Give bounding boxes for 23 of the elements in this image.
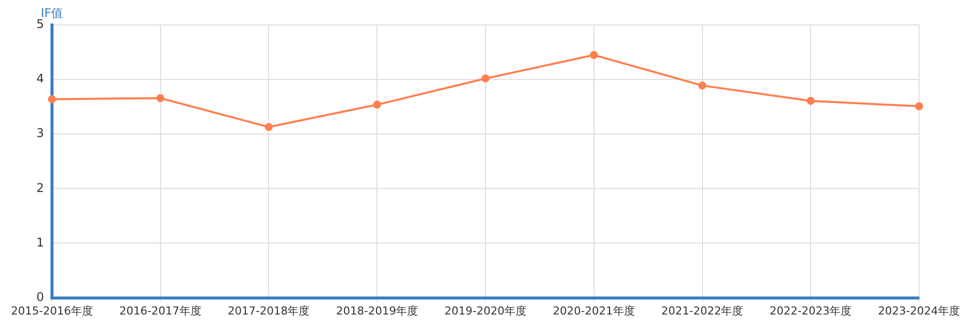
x-tick-label: 2016-2017年度 bbox=[119, 304, 202, 318]
y-tick-label: 3 bbox=[36, 126, 44, 140]
y-tick-label: 0 bbox=[36, 290, 44, 304]
point bbox=[698, 82, 706, 90]
x-tick-label: 2019-2020年度 bbox=[444, 304, 526, 318]
point bbox=[264, 123, 273, 132]
y-tick-label: 1 bbox=[36, 235, 44, 250]
y-tick-label: 4 bbox=[36, 72, 44, 86]
y-tick-label: 2 bbox=[36, 180, 44, 195]
x-tick-label: 2021-2022年度 bbox=[661, 304, 744, 318]
x-tick-label: 2022-2023年度 bbox=[770, 304, 852, 318]
point bbox=[156, 94, 164, 102]
point bbox=[806, 96, 815, 105]
x-tick-label: 2020-2021年度 bbox=[552, 304, 635, 318]
x-tick-label: 2017-2018年度 bbox=[228, 304, 310, 318]
point bbox=[482, 74, 490, 82]
point bbox=[373, 100, 382, 109]
point bbox=[915, 102, 924, 110]
x-tick-label: 2023-2024年度 bbox=[878, 304, 960, 318]
point bbox=[48, 95, 56, 104]
x-tick-label: 2018-2019年度 bbox=[336, 304, 418, 318]
x-tick-label: 2015-2016年度 bbox=[10, 304, 93, 318]
point bbox=[590, 51, 598, 60]
